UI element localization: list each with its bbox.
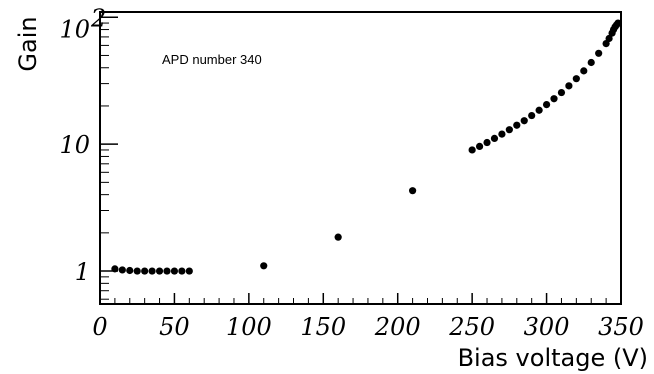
data-point: [111, 265, 119, 273]
data-point: [535, 106, 543, 114]
data-point: [565, 82, 573, 90]
x-tick-label: 0: [92, 313, 107, 341]
data-point: [542, 100, 551, 109]
x-tick-label: 350: [598, 313, 644, 341]
annotation-label: APD number 340: [162, 52, 262, 67]
data-point: [178, 267, 186, 275]
data-point: [528, 111, 536, 120]
data-point: [155, 267, 164, 275]
data-point: [118, 266, 126, 274]
data-point: [133, 267, 141, 275]
data-point: [170, 267, 179, 275]
data-point: [141, 267, 149, 275]
data-point: [605, 34, 613, 43]
data-point: [505, 126, 513, 134]
x-axis-title: Bias voltage (V): [458, 344, 648, 372]
x-tick-label: 200: [374, 313, 421, 341]
data-point: [334, 233, 342, 241]
data-point: [126, 266, 134, 275]
data-point: [260, 262, 268, 270]
data-point: [148, 267, 156, 275]
data-point: [468, 146, 476, 154]
x-tick-label: 150: [300, 313, 346, 341]
data-point: [614, 19, 622, 27]
data-point: [513, 121, 521, 129]
data-point: [409, 187, 417, 195]
data-point: [580, 67, 588, 75]
axis-ticks: [99, 16, 622, 304]
plot-frame: [99, 11, 622, 305]
x-tick-label: 50: [159, 313, 190, 341]
y-tick-label: 10: [59, 15, 90, 43]
data-point: [475, 142, 484, 151]
data-point: [587, 58, 595, 67]
data-point: [557, 88, 566, 97]
data-point: [483, 138, 491, 147]
data-point: [163, 267, 171, 275]
data-point: [550, 95, 558, 103]
y-tick-label: 10: [59, 131, 90, 159]
data-point: [595, 49, 603, 57]
y-tick-exponent: 2: [90, 4, 106, 32]
data-point: [572, 75, 580, 83]
x-tick-label: 300: [524, 313, 570, 341]
data-point: [498, 130, 506, 138]
data-points: [111, 19, 622, 275]
data-point: [185, 267, 193, 275]
y-axis-title: Gain: [14, 16, 42, 71]
x-tick-label: 100: [226, 313, 272, 341]
x-tick-label: 250: [448, 313, 495, 341]
data-point: [490, 134, 499, 143]
y-tick-label: 1: [75, 258, 90, 286]
data-point: [520, 117, 528, 125]
